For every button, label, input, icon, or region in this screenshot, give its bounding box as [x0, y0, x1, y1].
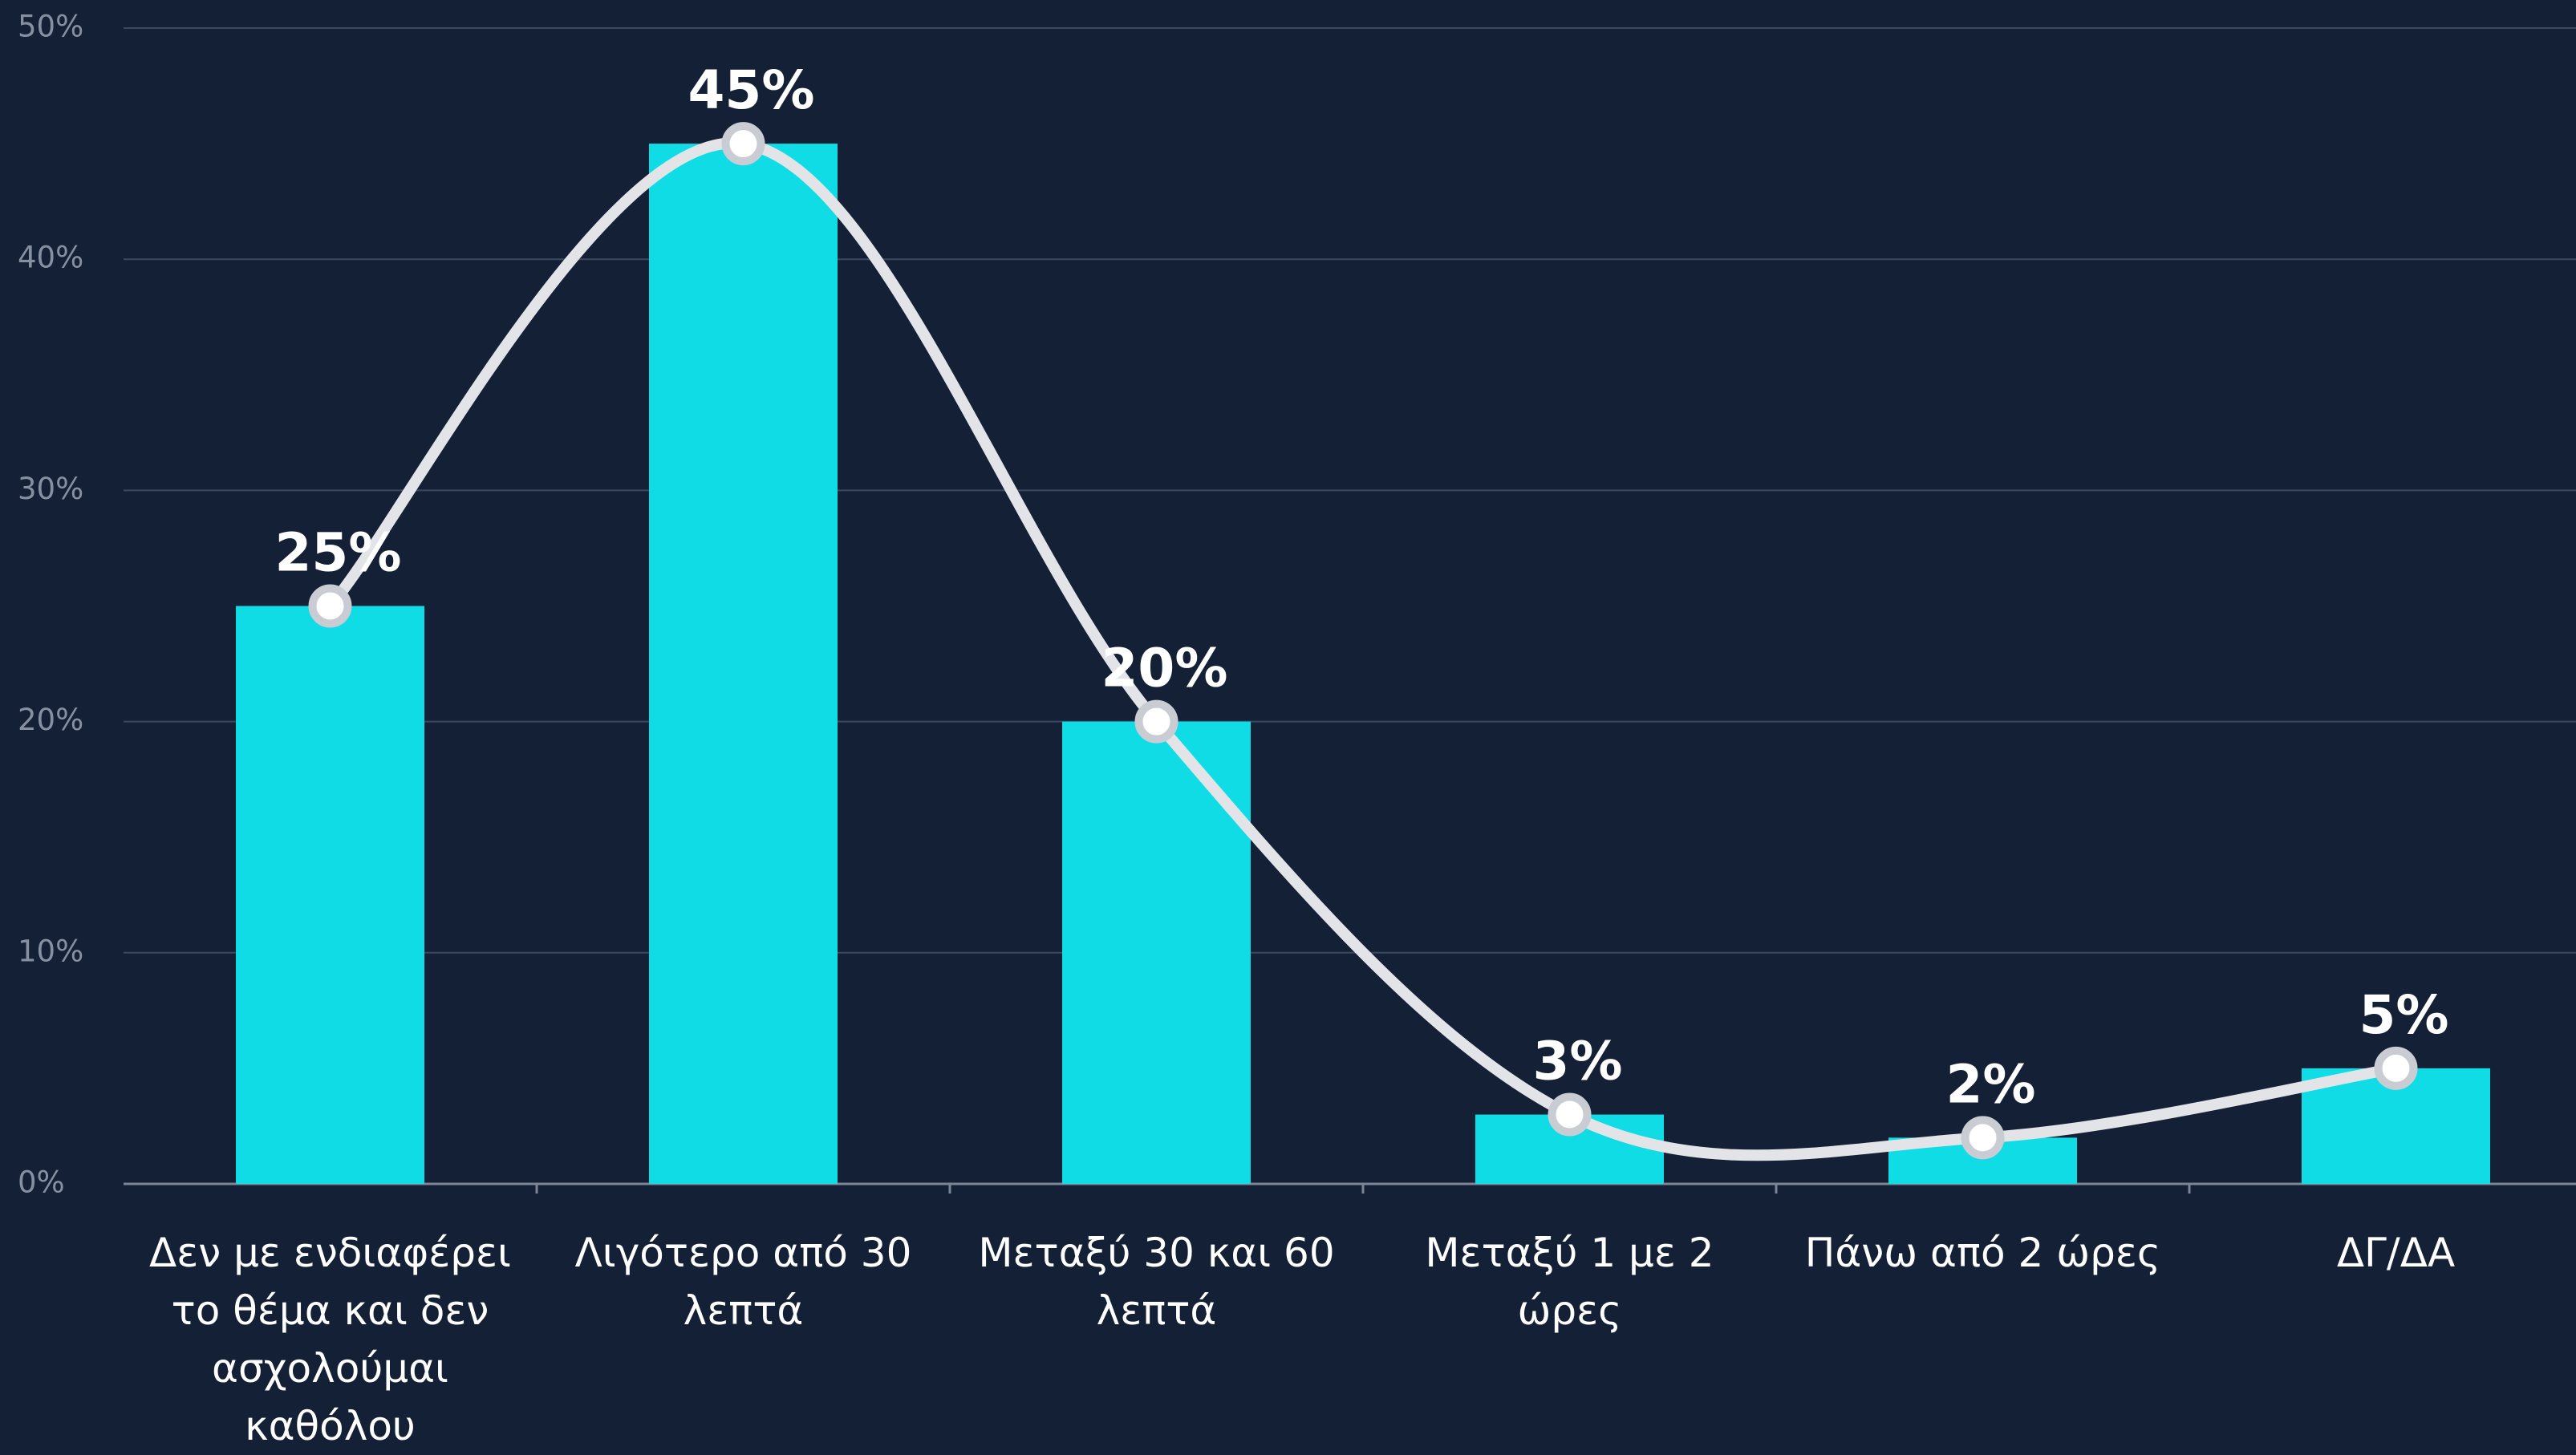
data-label: 5% — [2359, 984, 2448, 1046]
line-point — [1965, 1120, 2001, 1155]
data-label: 20% — [1101, 638, 1228, 699]
x-tick-label: ΔΓ/ΔΑ — [2196, 1224, 2576, 1282]
x-tick-label: Δεν με ενδιαφέρει το θέμα και δεν ασχολο… — [130, 1224, 531, 1455]
y-tick-label: 50% — [18, 10, 83, 44]
x-tick-label: Λιγότερο από 30 λεπτά — [543, 1224, 944, 1339]
trend-line — [331, 143, 2396, 1155]
y-tick-label: 10% — [18, 934, 83, 968]
data-label: 25% — [275, 522, 402, 584]
data-label: 3% — [1532, 1031, 1622, 1092]
data-label: 45% — [688, 59, 815, 121]
bar — [649, 144, 838, 1184]
line-point — [1139, 704, 1174, 740]
x-tick-label: Μεταξύ 1 με 2 ώρες — [1369, 1224, 1771, 1339]
y-tick-label: 20% — [18, 703, 83, 737]
line-point — [726, 126, 761, 161]
line-point — [2379, 1051, 2414, 1086]
x-tick-label: Μεταξύ 30 και 60 λεπτά — [956, 1224, 1357, 1339]
line-point — [1552, 1097, 1588, 1133]
data-label: 2% — [1945, 1053, 2035, 1115]
y-tick-label: 0% — [18, 1165, 65, 1200]
line-point — [313, 589, 348, 624]
x-tick-label: Πάνω από 2 ώρες — [1783, 1224, 2184, 1282]
y-tick-label: 40% — [18, 241, 83, 275]
bar — [236, 606, 424, 1185]
y-tick-label: 30% — [18, 472, 83, 506]
